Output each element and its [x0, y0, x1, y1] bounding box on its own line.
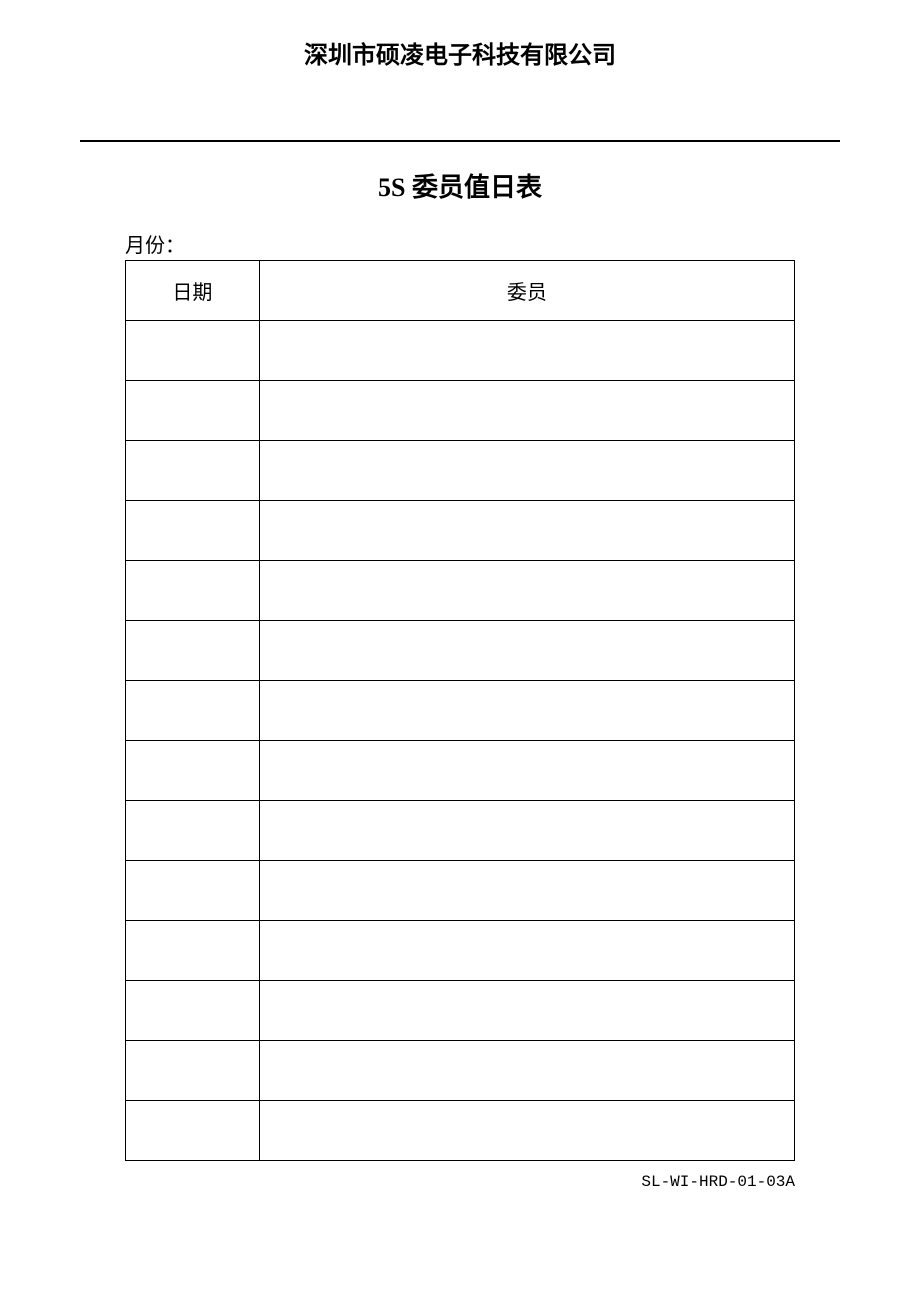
document-title: 5S 委员值日表 [80, 167, 840, 204]
cell-member [259, 741, 794, 801]
col-header-member: 委员 [259, 261, 794, 321]
cell-member [259, 981, 794, 1041]
cell-member [259, 621, 794, 681]
table-row [126, 381, 795, 441]
cell-date [126, 501, 260, 561]
table-row [126, 561, 795, 621]
document-code: SL-WI-HRD-01-03A [80, 1173, 795, 1191]
table-header-row: 日期 委员 [126, 261, 795, 321]
cell-date [126, 561, 260, 621]
table-row [126, 801, 795, 861]
table-row [126, 321, 795, 381]
cell-date [126, 1041, 260, 1101]
company-header: 深圳市硕凌电子科技有限公司 [80, 30, 840, 140]
cell-date [126, 801, 260, 861]
cell-date [126, 921, 260, 981]
cell-member [259, 1041, 794, 1101]
cell-date [126, 381, 260, 441]
cell-member [259, 921, 794, 981]
cell-date [126, 321, 260, 381]
table-row [126, 681, 795, 741]
table-row [126, 1041, 795, 1101]
table-row [126, 441, 795, 501]
cell-date [126, 681, 260, 741]
col-header-date: 日期 [126, 261, 260, 321]
cell-member [259, 441, 794, 501]
table-row [126, 621, 795, 681]
cell-date [126, 621, 260, 681]
month-label: 月份： [125, 229, 840, 258]
page: 深圳市硕凌电子科技有限公司 5S 委员值日表 月份： 日期 委员 SL-WI-H… [0, 0, 920, 1191]
cell-member [259, 561, 794, 621]
cell-date [126, 441, 260, 501]
cell-date [126, 861, 260, 921]
table-row [126, 981, 795, 1041]
cell-date [126, 981, 260, 1041]
table-row [126, 1101, 795, 1161]
cell-member [259, 321, 794, 381]
duty-table: 日期 委员 [125, 260, 795, 1161]
header-divider [80, 140, 840, 142]
cell-member [259, 861, 794, 921]
cell-member [259, 801, 794, 861]
cell-date [126, 1101, 260, 1161]
table-body [126, 321, 795, 1161]
duty-table-wrap: 日期 委员 [125, 260, 795, 1161]
table-row [126, 861, 795, 921]
table-row [126, 921, 795, 981]
cell-member [259, 681, 794, 741]
table-row [126, 501, 795, 561]
cell-member [259, 381, 794, 441]
table-row [126, 741, 795, 801]
cell-member [259, 501, 794, 561]
cell-member [259, 1101, 794, 1161]
cell-date [126, 741, 260, 801]
